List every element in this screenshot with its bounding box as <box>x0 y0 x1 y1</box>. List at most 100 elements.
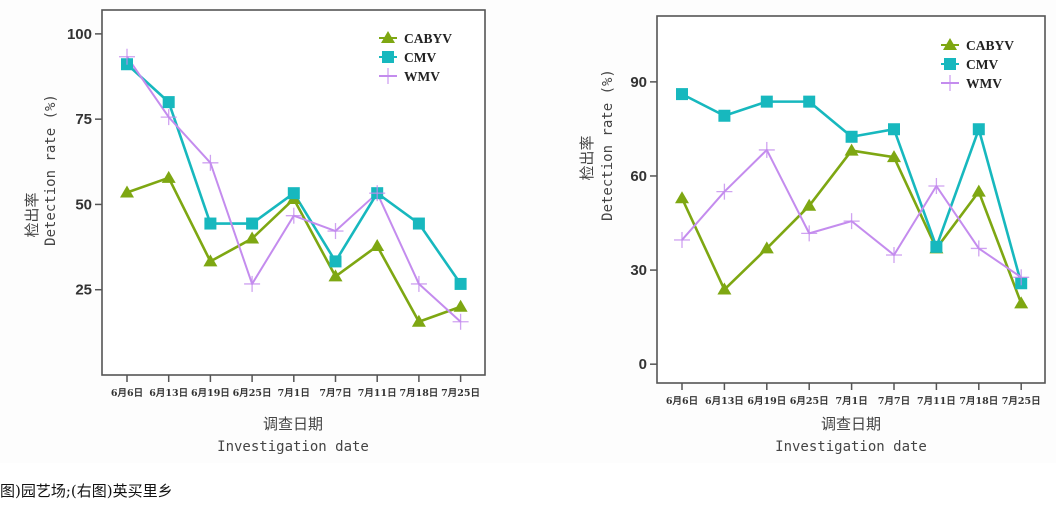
x-axis-title-cn: 调查日期 <box>821 415 881 433</box>
legend-marker-icon <box>943 38 957 50</box>
data-point-cabyv <box>1014 296 1029 309</box>
y-axis-title-cn: 检出率 <box>578 135 596 180</box>
data-point-cabyv <box>675 191 689 204</box>
data-point-wmv <box>758 141 775 158</box>
legend-marker-icon <box>381 31 395 43</box>
left-chart: 25 50 75 100 6月6日 6月13日 6月19日 6月25日 7月1日 7月7日 7月1… <box>23 9 486 455</box>
data-point-wmv <box>801 225 818 242</box>
legend-label: CMV <box>404 50 436 65</box>
x-tick-label: 7月11日 <box>917 396 956 407</box>
legend-item-cmv: CMV <box>379 50 436 65</box>
x-axis-title-cn: 调查日期 <box>263 415 323 433</box>
y-axis-title-cn: 检出率 <box>23 192 41 237</box>
x-tick-label: 6月6日 <box>666 396 698 407</box>
x-tick-label: 6月19日 <box>747 396 786 407</box>
y-tick-label: 90 <box>630 74 647 91</box>
series-layer <box>674 88 1030 309</box>
legend-item-cabyv: CABYV <box>941 38 1014 53</box>
x-axis-ticks: 6月6日 6月13日 6月19日 6月25日 7月1日 7月7日 7月11日 7月18日 7月2… <box>666 383 1041 407</box>
data-point-cmv <box>845 130 858 143</box>
data-point-wmv <box>970 240 987 257</box>
data-point-wmv <box>327 223 344 240</box>
data-point-wmv <box>716 183 733 200</box>
data-point-wmv <box>843 213 860 230</box>
legend: CABYV CMV WMV <box>379 31 452 84</box>
legend-marker-icon <box>942 75 958 91</box>
series-layer <box>119 48 469 330</box>
legend-item-wmv: WMV <box>379 68 440 84</box>
data-point-cmv <box>972 123 985 136</box>
data-point-wmv <box>886 247 902 264</box>
data-point-cabyv <box>245 231 260 244</box>
data-point-cabyv <box>887 150 901 163</box>
legend-label: WMV <box>966 76 1002 91</box>
x-tick-label: 7月18日 <box>959 396 998 407</box>
right-chart: 0 30 60 90 6月6日 6月13日 6月19日 6月25日 7月1日 7月7日 7月11日… <box>578 15 1046 455</box>
x-tick-label: 7月1日 <box>278 388 310 399</box>
x-tick-label: 7月11日 <box>358 388 397 399</box>
plot-frame <box>656 15 1046 384</box>
data-point-wmv <box>674 231 690 248</box>
data-point-cabyv <box>717 282 732 295</box>
y-tick-label: 100 <box>67 26 92 43</box>
data-point-cabyv <box>120 185 134 198</box>
legend-label: CABYV <box>404 31 452 46</box>
data-point-wmv <box>369 185 386 202</box>
y-axis-ticks: 25 50 75 100 <box>67 26 102 299</box>
data-point-wmv <box>410 275 427 292</box>
x-tick-label: 6月25日 <box>790 396 829 407</box>
legend-marker-icon <box>382 51 394 63</box>
x-tick-label: 7月7日 <box>319 388 351 399</box>
data-point-cabyv <box>203 254 218 267</box>
x-tick-label: 6月19日 <box>191 388 230 399</box>
x-tick-label: 7月1日 <box>835 396 867 407</box>
data-point-cmv <box>803 95 816 108</box>
data-point-wmv <box>1013 269 1030 286</box>
legend: CABYV CMV WMV <box>941 38 1014 91</box>
data-point-cmv <box>204 217 217 230</box>
data-point-cabyv <box>161 170 176 183</box>
figure-caption: 图)园艺场;(右图)英买里乡 <box>0 482 173 500</box>
legend-item-wmv: WMV <box>941 75 1002 91</box>
data-point-cmv <box>287 187 300 200</box>
data-point-wmv <box>285 207 302 224</box>
data-point-wmv <box>160 109 177 126</box>
legend-label: WMV <box>404 69 440 84</box>
data-point-wmv <box>119 48 135 65</box>
x-axis-title: Investigation date <box>775 439 927 455</box>
x-axis-ticks: 6月6日 6月13日 6月19日 6月25日 7月1日 7月7日 7月11日 7月18日 7月2… <box>111 375 480 399</box>
data-point-cabyv <box>759 241 774 254</box>
data-point-cabyv <box>971 184 986 197</box>
y-tick-label: 0 <box>639 356 647 373</box>
data-point-cabyv <box>802 198 817 211</box>
data-point-cabyv <box>453 299 468 312</box>
legend-label: CABYV <box>966 38 1014 53</box>
data-point-cmv <box>760 95 773 108</box>
data-point-wmv <box>928 178 945 195</box>
x-tick-label: 6月13日 <box>705 396 744 407</box>
data-point-cabyv <box>328 269 343 282</box>
x-tick-label: 6月25日 <box>233 388 272 399</box>
legend-label: CMV <box>966 57 998 72</box>
data-point-cmv <box>676 88 688 101</box>
x-tick-label: 7月18日 <box>399 388 438 399</box>
x-tick-label: 7月25日 <box>441 388 480 399</box>
data-point-cmv <box>888 123 900 136</box>
y-axis-title: Detection rate (%) <box>600 69 616 221</box>
data-point-cmv <box>162 96 175 109</box>
x-tick-label: 6月6日 <box>111 388 143 399</box>
legend-item-cmv: CMV <box>941 57 998 72</box>
legend-marker-icon <box>944 58 956 70</box>
data-point-cmv <box>454 277 467 290</box>
y-axis-ticks: 0 30 60 90 <box>630 74 657 373</box>
x-tick-label: 7月7日 <box>878 396 910 407</box>
legend-marker-icon <box>380 68 396 84</box>
data-point-cmv <box>718 109 731 122</box>
data-point-cabyv <box>411 314 426 327</box>
data-point-cmv <box>329 255 342 268</box>
x-tick-label: 6月13日 <box>149 388 188 399</box>
data-point-cmv <box>412 217 425 230</box>
y-tick-label: 50 <box>75 196 92 213</box>
data-point-cabyv <box>844 143 859 156</box>
